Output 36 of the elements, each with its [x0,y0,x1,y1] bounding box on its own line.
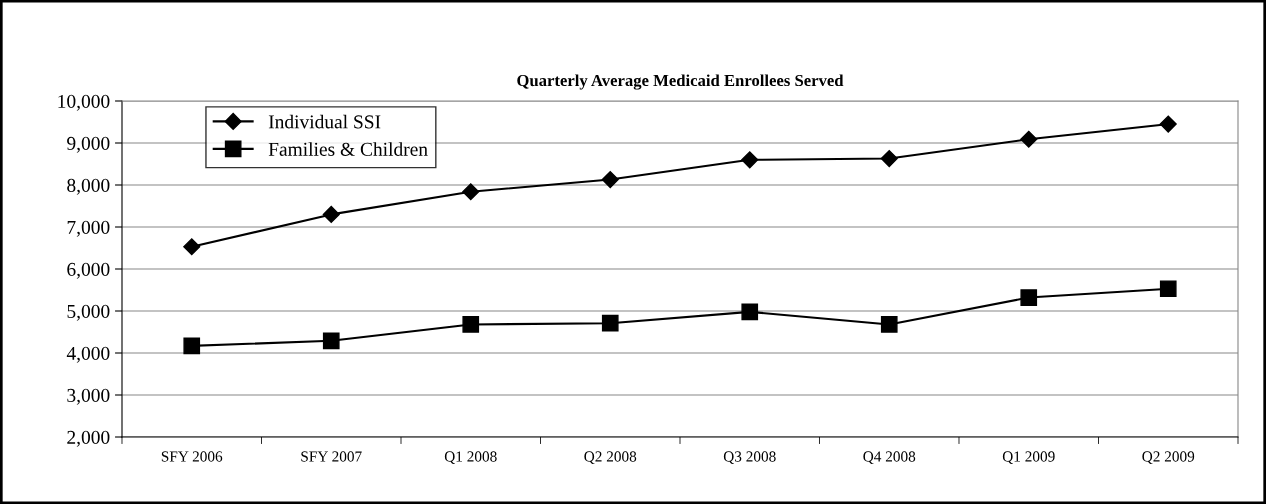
x-tick-label: Q1 2009 [1002,451,1055,464]
point [183,337,201,355]
point [601,314,619,332]
legend-label: Families & Children [268,142,428,156]
point [880,149,898,168]
chart-title: Quarterly Average Medicaid Enrollees Served [517,74,844,90]
point [601,170,619,189]
y-tick-label: 5,000 [67,304,110,321]
point [183,238,201,256]
point [322,332,340,350]
point [741,151,759,169]
legend-label: Individual SSI [268,114,381,129]
point [1020,289,1038,306]
point [1020,130,1038,148]
point [1159,115,1177,133]
y-tick-label: 2,000 [67,430,110,447]
point [462,183,480,201]
x-tick-label: Q3 2008 [723,451,776,464]
x-tick-label: Q4 2008 [863,451,916,464]
point [741,303,759,321]
point [880,316,898,333]
y-tick-label: 4,000 [66,346,110,363]
x-tick-label: SFY 2006 [161,451,223,462]
y-tick-label: 8,000 [67,178,110,195]
y-tick-label: 3,000 [67,388,110,405]
y-tick-label: 9,000 [67,136,110,153]
x-tick-label: Q1 2008 [444,451,497,464]
y-tick-label: 10,000 [58,94,110,111]
point [1159,280,1177,298]
x-tick-label: Q2 2008 [584,451,637,464]
y-tick-label: 7,000 [67,220,110,237]
y-tick-label: 6,000 [67,262,110,279]
point [462,316,480,333]
point [322,205,340,223]
x-tick-label: SFY 2007 [301,451,362,462]
x-tick-label: Q2 2009 [1142,451,1195,464]
